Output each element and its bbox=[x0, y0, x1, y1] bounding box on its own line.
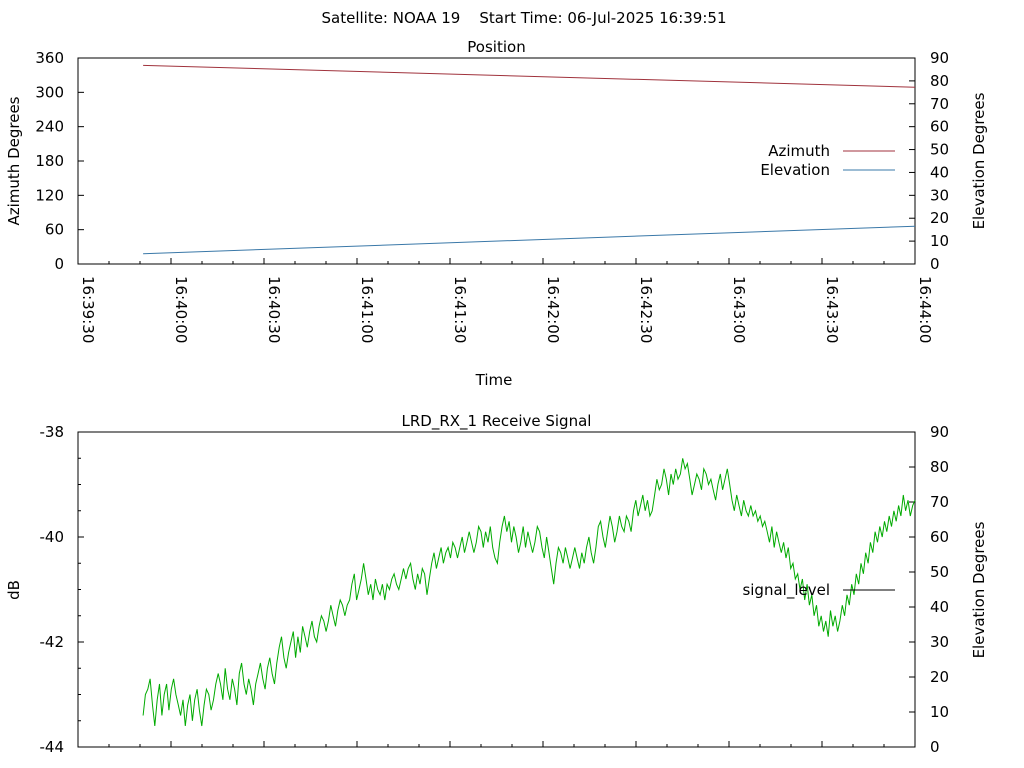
plot-title: LRD_RX_1 Receive Signal bbox=[402, 412, 592, 431]
plot-title: Position bbox=[467, 38, 525, 56]
y-tick-label: 60 bbox=[45, 221, 64, 239]
y2-tick-label: 40 bbox=[930, 163, 949, 181]
y2-tick-label: 50 bbox=[930, 141, 949, 159]
y2-tick-label: 90 bbox=[930, 423, 949, 441]
x-tick-label: 16:41:30 bbox=[451, 276, 469, 343]
x-tick-label: 16:41:00 bbox=[358, 276, 376, 343]
y2-tick-label: 50 bbox=[930, 563, 949, 581]
y-tick-label: 120 bbox=[35, 186, 64, 204]
main-title: Satellite: NOAA 19 Start Time: 06-Jul-20… bbox=[322, 9, 727, 27]
y2-tick-label: 60 bbox=[930, 118, 949, 136]
y2-axis-label: Elevation Degrees bbox=[970, 92, 988, 229]
y-axis-label: dB bbox=[5, 580, 23, 600]
position-plot: 0 60 120 180 240 300 360 0 10 20 30 40 50 60 70 80 90 Pos… bbox=[5, 38, 988, 389]
y-tick-label: -42 bbox=[40, 633, 65, 651]
y2-tick-label: 70 bbox=[930, 95, 949, 113]
x-tick-label: 16:43:00 bbox=[730, 276, 748, 343]
y2-tick-label: 0 bbox=[930, 738, 940, 756]
series-line-elevation bbox=[143, 225, 916, 255]
legend-label-signal-level: signal_level bbox=[742, 581, 830, 600]
y-tick-label: -38 bbox=[40, 423, 65, 441]
series-line-azimuth bbox=[143, 64, 916, 88]
x-tick-label: 16:40:30 bbox=[265, 276, 283, 343]
y-tick-label: -40 bbox=[40, 528, 65, 546]
y-tick-label: 240 bbox=[35, 118, 64, 136]
x-tick-label: 16:39:30 bbox=[79, 276, 97, 343]
legend-label-elevation: Elevation bbox=[760, 161, 830, 179]
y2-tick-label: 30 bbox=[930, 186, 949, 204]
y-tick-label: 180 bbox=[35, 152, 64, 170]
receive-signal-plot: -44 -42 -40 -38 0 10 20 30 40 50 60 70 80 90 LRD_RX_1 … bbox=[5, 412, 988, 756]
x-tick-label: 16:40:00 bbox=[172, 276, 190, 343]
series-line-signal-level bbox=[142, 458, 916, 727]
x-tick-label: 16:43:30 bbox=[823, 276, 841, 343]
y-tick-label: 0 bbox=[54, 255, 64, 273]
y-tick-label: -44 bbox=[40, 738, 65, 756]
y-tick-label: 360 bbox=[35, 49, 64, 67]
y2-tick-label: 60 bbox=[930, 528, 949, 546]
y-tick-label: 300 bbox=[35, 83, 64, 101]
y2-tick-label: 40 bbox=[930, 598, 949, 616]
y2-tick-label: 10 bbox=[930, 703, 949, 721]
y2-tick-label: 90 bbox=[930, 49, 949, 67]
y2-axis-label: Elevation Degrees bbox=[970, 521, 988, 658]
x-tick-label: 16:42:30 bbox=[637, 276, 655, 343]
y2-tick-label: 0 bbox=[930, 255, 940, 273]
x-tick-label: 16:44:00 bbox=[916, 276, 934, 343]
y2-tick-label: 70 bbox=[930, 493, 949, 511]
legend-label-azimuth: Azimuth bbox=[768, 142, 830, 160]
y2-tick-label: 80 bbox=[930, 458, 949, 476]
y2-tick-label: 10 bbox=[930, 232, 949, 250]
x-tick-label: 16:42:00 bbox=[544, 276, 562, 343]
y2-tick-label: 30 bbox=[930, 633, 949, 651]
y2-tick-label: 20 bbox=[930, 209, 949, 227]
y2-tick-label: 20 bbox=[930, 668, 949, 686]
x-axis-label: Time bbox=[475, 371, 513, 389]
y2-tick-label: 80 bbox=[930, 72, 949, 90]
y-axis-label: Azimuth Degrees bbox=[5, 96, 23, 225]
